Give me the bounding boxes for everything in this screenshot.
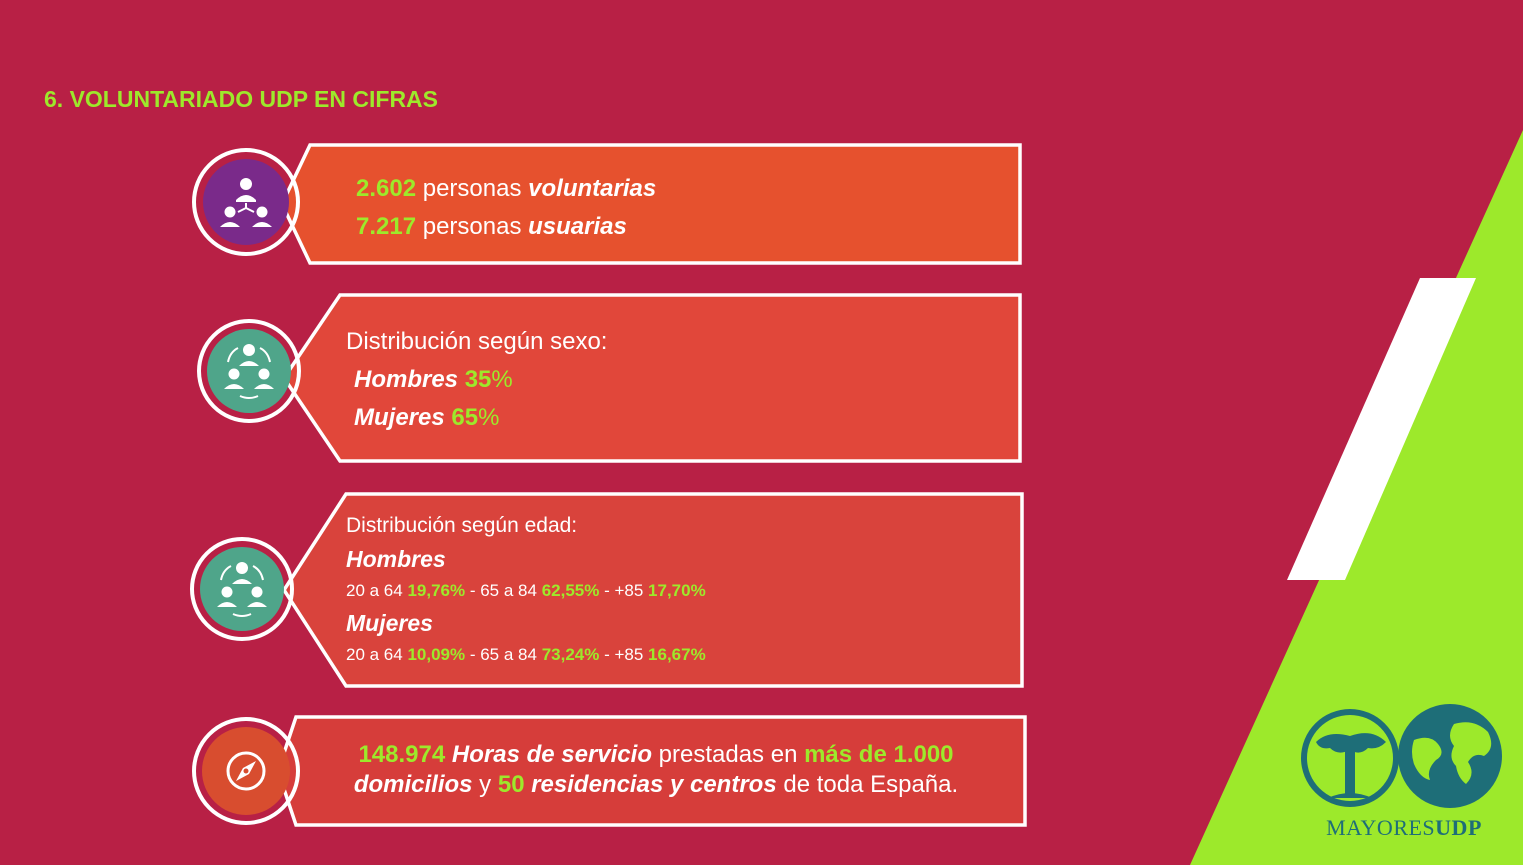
age-men-range-c: - +85	[599, 581, 649, 600]
card-hours-text: 148.974 Horas de servicio prestadas en m…	[306, 740, 1006, 800]
users-text: personas	[416, 213, 529, 240]
volunteers-label: voluntarias	[528, 175, 657, 202]
people-cycle-icon	[217, 562, 267, 617]
age-men-value-b: 62,55%	[541, 581, 600, 600]
sex-heading: Distribución según sexo:	[346, 328, 608, 355]
mayores-udp-logo	[1301, 704, 1502, 808]
card-sex-badge	[197, 319, 301, 423]
age-women-range-b: - 65 a 84	[465, 645, 542, 664]
women-percent-sign: %	[478, 404, 500, 431]
card-service-hours: 148.974 Horas de servicio prestadas en m…	[188, 712, 1030, 830]
logo-text: MAYORESUDP	[1298, 815, 1510, 841]
residences-label: residencias y centros	[524, 771, 777, 798]
users-count: 7.217	[356, 213, 417, 240]
hours-count: 148.974	[358, 741, 446, 768]
homes-label: domicilios	[353, 771, 473, 798]
residences-count: 50	[497, 771, 525, 798]
page-title: 6. VOLUNTARIADO UDP EN CIFRAS	[44, 86, 439, 112]
logo-text-a: MAYORES	[1326, 815, 1436, 840]
age-men-range-a: 20 a 64	[346, 581, 408, 600]
age-women-value-a: 10,09%	[407, 645, 466, 664]
card-volunteers-badge	[192, 148, 300, 256]
card-volunteers: 2.602 personas voluntarias 7.217 persona…	[192, 140, 1027, 268]
age-men-label: Hombres	[346, 546, 446, 572]
men-label: Hombres	[354, 366, 459, 393]
card-hours-badge	[192, 717, 300, 825]
card-sex-distribution: Distribución según sexo: Hombres 35% Muj…	[192, 290, 1027, 468]
hours-text-a: prestadas en	[651, 741, 805, 768]
hours-text-b: y	[472, 771, 498, 798]
age-women-label: Mujeres	[346, 610, 433, 636]
age-men-range-b: - 65 a 84	[465, 581, 542, 600]
men-percent-sign: %	[491, 366, 513, 393]
age-men-value-a: 19,76%	[407, 581, 466, 600]
volunteers-text: personas	[416, 175, 529, 202]
age-women-range-a: 20 a 64	[346, 645, 408, 664]
card-sex-shape	[281, 293, 1022, 463]
card-age-shape	[281, 492, 1024, 688]
hours-text-c: de toda España.	[776, 771, 959, 798]
people-cycle-icon	[224, 344, 274, 399]
age-women-row: 20 a 64 10,09% - 65 a 84 73,24% - +85 16…	[346, 640, 706, 670]
men-percent: 35	[464, 366, 492, 393]
age-women-range-c: - +85	[599, 645, 649, 664]
homes-count: más de 1.000	[804, 741, 954, 768]
age-men-row: 20 a 64 19,76% - 65 a 84 62,55% - +85 17…	[346, 576, 706, 606]
age-women-value-c: 16,67%	[648, 645, 706, 664]
card-age-badge	[190, 537, 294, 641]
logo-text-b: UDP	[1435, 815, 1482, 840]
women-percent: 65	[451, 404, 479, 431]
card-sex-text: Distribución según sexo: Hombres 35% Muj…	[346, 323, 607, 437]
hours-label: Horas de servicio	[445, 741, 652, 768]
card-volunteers-text: 2.602 personas voluntarias 7.217 persona…	[356, 170, 656, 246]
volunteers-count: 2.602	[356, 175, 417, 202]
users-label: usuarias	[528, 213, 627, 240]
women-label: Mujeres	[354, 404, 445, 431]
card-age-text: Distribución según edad: Hombres 20 a 64…	[346, 510, 706, 670]
compass-icon	[226, 751, 266, 791]
age-women-value-b: 73,24%	[541, 645, 600, 664]
card-age-distribution: Distribución según edad: Hombres 20 a 64…	[188, 490, 1028, 690]
age-heading: Distribución según edad:	[346, 514, 578, 537]
network-people-icon	[220, 178, 272, 227]
age-men-value-c: 17,70%	[648, 581, 706, 600]
